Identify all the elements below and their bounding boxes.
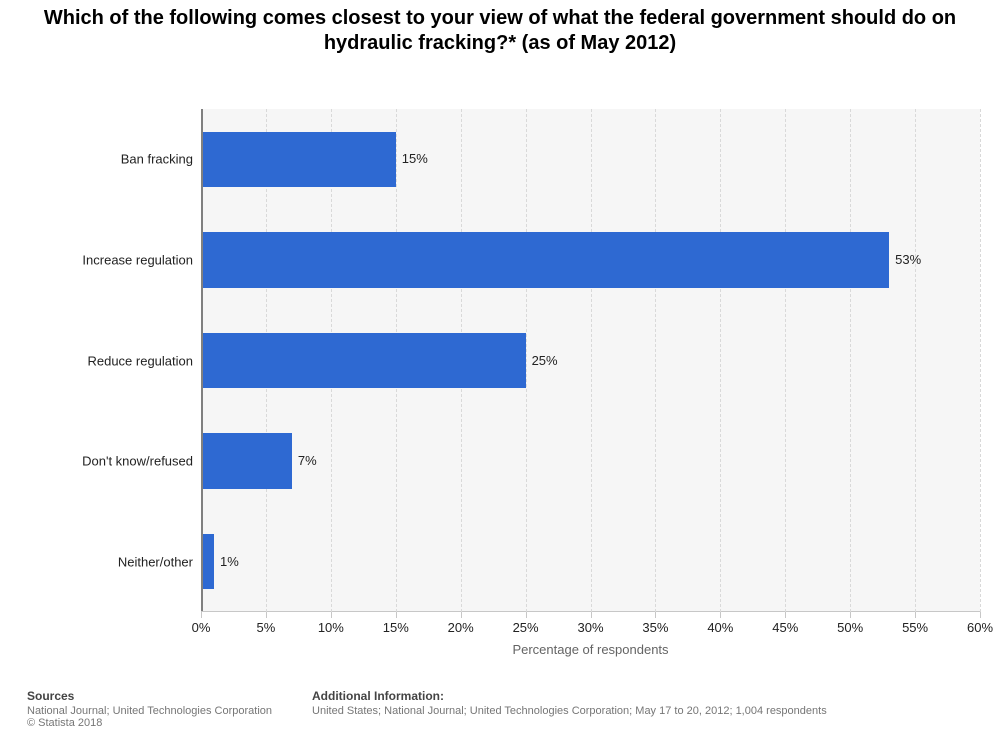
x-tick-label: 30%	[577, 612, 603, 635]
footer-sources-header: Sources	[27, 689, 272, 703]
y-category-label: Increase regulation	[82, 252, 201, 267]
bar	[203, 534, 214, 589]
y-category-label: Ban fracking	[121, 152, 201, 167]
bar-value-label: 25%	[532, 353, 558, 368]
x-tick-label: 25%	[513, 612, 539, 635]
gridline	[655, 109, 656, 612]
x-tick-label: 35%	[642, 612, 668, 635]
footer-additional-text: United States; National Journal; United …	[312, 705, 827, 717]
y-category-label: Reduce regulation	[87, 353, 201, 368]
bar-value-label: 1%	[220, 554, 239, 569]
y-category-label: Neither/other	[118, 554, 201, 569]
y-category-label: Don't know/refused	[82, 454, 201, 469]
x-tick-label: 50%	[837, 612, 863, 635]
chart-footer: Sources National Journal; United Technol…	[27, 689, 980, 729]
chart-title: Which of the following comes closest to …	[0, 0, 1000, 56]
gridline	[785, 109, 786, 612]
footer-additional-header: Additional Information:	[312, 689, 827, 703]
footer-sources-block: Sources National Journal; United Technol…	[27, 689, 272, 729]
gridline	[980, 109, 981, 612]
footer-sources-text: National Journal; United Technologies Co…	[27, 705, 272, 717]
x-tick-label: 45%	[772, 612, 798, 635]
gridline	[526, 109, 527, 612]
gridline	[915, 109, 916, 612]
bar-value-label: 15%	[402, 151, 428, 166]
gridline	[591, 109, 592, 612]
x-tick-label: 55%	[902, 612, 928, 635]
x-tick-label: 10%	[318, 612, 344, 635]
gridline	[720, 109, 721, 612]
x-tick-label: 20%	[448, 612, 474, 635]
footer-copyright: © Statista 2018	[27, 717, 102, 729]
plot-area: Percentage of respondents 0%5%10%15%20%2…	[201, 109, 980, 612]
bar	[203, 132, 396, 187]
x-tick-label: 5%	[257, 612, 276, 635]
chart-container: Which of the following comes closest to …	[0, 0, 1000, 743]
bar	[203, 232, 889, 287]
x-tick-label: 60%	[967, 612, 993, 635]
x-tick-label: 0%	[192, 612, 211, 635]
bar	[203, 433, 292, 488]
bar-value-label: 53%	[895, 252, 921, 267]
bar-value-label: 7%	[298, 453, 317, 468]
x-tick-label: 15%	[383, 612, 409, 635]
footer-additional-block: Additional Information: United States; N…	[312, 689, 827, 729]
bar	[203, 333, 526, 388]
x-tick-label: 40%	[707, 612, 733, 635]
gridline	[850, 109, 851, 612]
